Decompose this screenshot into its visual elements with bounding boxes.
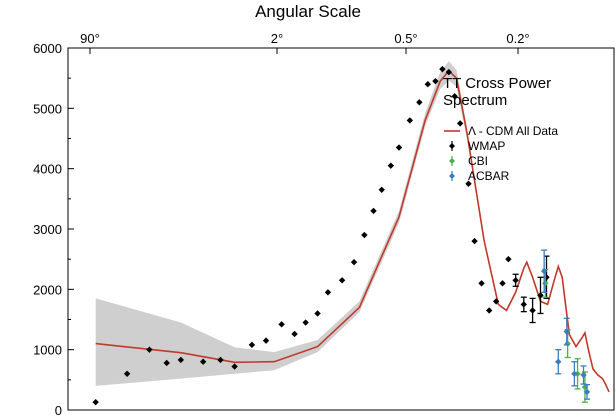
wmap-data-point	[378, 186, 385, 193]
y-tick-label: 6000	[33, 41, 62, 56]
y-tick-label: 3000	[33, 222, 62, 237]
legend-label-acbar: ACBAR	[468, 169, 510, 183]
wmap-data-point	[492, 298, 500, 305]
wmap-data-point	[543, 274, 550, 281]
wmap-data-point	[424, 81, 432, 88]
lcdm-model-curve	[95, 69, 610, 393]
wmap-data-point	[262, 337, 270, 344]
wmap-data-point	[499, 280, 506, 287]
y-tick-label: 2000	[33, 282, 62, 297]
wmap-data-point	[361, 231, 368, 239]
legend-marker-wmap	[449, 143, 455, 149]
wmap-data-point	[537, 292, 544, 299]
wmap-data-point	[370, 207, 377, 215]
wmap-data-point	[456, 120, 464, 127]
wmap-data-point	[146, 346, 153, 353]
panel-title-line-2: Spectrum	[443, 92, 507, 109]
wmap-data-point	[199, 358, 207, 365]
cbi-data-point	[542, 280, 549, 287]
acbar-data-point	[580, 371, 587, 379]
wmap-data-point	[302, 319, 309, 326]
wmap-data-point	[217, 356, 224, 364]
data-points-layer	[92, 65, 591, 406]
legend: TT Cross Power Spectrum Λ - CDM All Data…	[443, 75, 558, 183]
wmap-data-point	[465, 180, 472, 187]
wmap-data-point	[439, 65, 446, 73]
wmap-data-point	[338, 277, 346, 284]
wmap-data-point	[387, 162, 395, 169]
cbi-data-point	[581, 383, 589, 391]
top-tick-label: 2°	[271, 31, 283, 46]
confidence-band-layer	[95, 61, 467, 386]
y-tick-label: 5000	[33, 101, 62, 116]
wmap-data-point	[505, 255, 512, 263]
acbar-data-point	[583, 388, 591, 396]
model-curve-layer	[95, 69, 610, 393]
legend-label-cbi: CBI	[468, 154, 488, 168]
wmap-data-point	[471, 237, 478, 245]
top-tick-label: 0.2°	[506, 31, 529, 46]
wmap-data-point	[529, 307, 536, 314]
wmap-data-point	[395, 144, 403, 151]
cosmic-variance-band	[95, 61, 467, 386]
wmap-data-point	[231, 363, 238, 370]
acbar-data-point	[563, 328, 570, 335]
legend-marker-cbi	[449, 158, 455, 164]
axis-layer: 0 1000 2000 3000 4000 5000 6000 90° 2° 0.5° 0.2°	[33, 31, 530, 418]
top-tick-label: 0.5°	[394, 31, 417, 46]
y-tick-label: 4000	[33, 162, 62, 177]
wmap-data-point	[291, 330, 298, 338]
wmap-data-point	[123, 370, 131, 377]
acbar-data-point	[540, 268, 548, 275]
panel-title-line-1: TT Cross Power	[443, 75, 551, 92]
wmap-data-point	[451, 93, 458, 100]
y-tick-label: 1000	[33, 343, 62, 358]
acbar-data-point	[555, 358, 562, 365]
wmap-data-point	[248, 341, 256, 349]
top-tick-label: 90°	[80, 31, 100, 46]
wmap-data-point	[278, 321, 285, 328]
wmap-data-point	[416, 99, 423, 106]
cbi-data-point	[564, 340, 571, 347]
wmap-data-point	[350, 258, 358, 266]
wmap-data-point	[92, 398, 99, 406]
wmap-data-point	[314, 310, 321, 317]
y-tick-label: 0	[55, 403, 62, 418]
legend-marker-acbar	[449, 173, 455, 179]
acbar-data-point	[571, 370, 578, 377]
wmap-data-point	[485, 307, 493, 314]
wmap-data-point	[445, 68, 452, 76]
top-axis-title: Angular Scale	[255, 2, 361, 21]
legend-label-cdm-all-data: Λ - CDM All Data	[468, 124, 558, 138]
wmap-data-point	[177, 356, 185, 364]
legend-label-wmap: WMAP	[468, 139, 505, 153]
wmap-data-point	[324, 289, 332, 296]
wmap-data-point	[512, 277, 519, 284]
wmap-data-point	[478, 280, 485, 287]
wmap-data-point	[520, 301, 528, 308]
wmap-data-point	[163, 359, 170, 367]
wmap-data-point	[406, 117, 414, 124]
wmap-data-point	[432, 77, 439, 85]
